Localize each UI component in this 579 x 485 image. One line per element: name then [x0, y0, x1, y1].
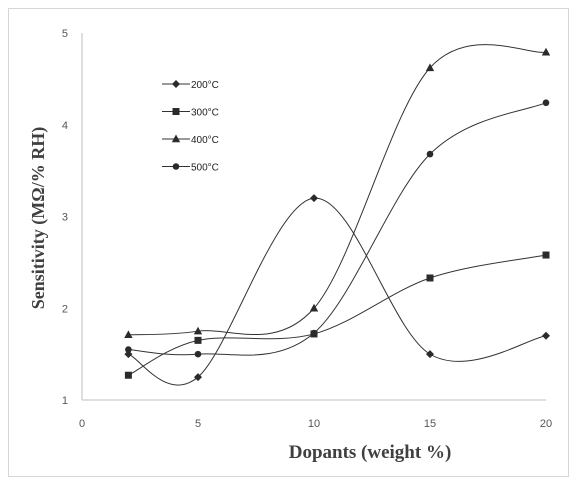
series-line [128, 44, 547, 336]
legend-entry: 400°C [162, 134, 219, 146]
data-point [541, 47, 551, 56]
series-2 [124, 44, 551, 339]
x-tick-labels: 0 5 10 15 20 [79, 418, 552, 430]
legend: 200°C 300°C 400°C 500°C [162, 80, 219, 174]
legend-marker [172, 80, 180, 88]
data-point [309, 303, 319, 312]
y-tick-labels: 1 2 3 4 5 [62, 28, 68, 407]
data-point [194, 350, 202, 358]
x-tick-label: 0 [79, 418, 85, 430]
legend-label: 500°C [191, 163, 219, 174]
y-axis-title: Sensitivity (MΩ/% RH) [28, 127, 49, 309]
data-point [125, 346, 132, 353]
data-point [194, 373, 202, 382]
series-line [128, 254, 547, 376]
x-tick-label: 15 [424, 418, 436, 430]
data-point [124, 330, 133, 339]
legend-label: 200°C [191, 80, 219, 91]
chart-frame [8, 8, 569, 477]
data-point [310, 329, 318, 337]
legend-entry: 200°C [162, 80, 219, 91]
x-tick-label: 10 [308, 418, 320, 430]
series-line [128, 197, 547, 386]
data-point [194, 336, 202, 344]
data-point [426, 274, 434, 282]
data-point [425, 63, 435, 72]
y-tick-label: 5 [62, 28, 68, 40]
data-point [542, 251, 550, 259]
y-tick-label: 2 [62, 303, 68, 315]
legend-entry: 300°C [162, 108, 219, 119]
y-tick-label: 3 [62, 212, 68, 224]
series-layer [124, 44, 551, 386]
data-point [426, 150, 434, 158]
series-3 [125, 99, 550, 358]
y-tick-label: 1 [62, 395, 68, 407]
legend-marker [172, 108, 180, 115]
y-tick-label: 4 [62, 120, 68, 132]
x-tick-label: 20 [540, 418, 552, 430]
data-point [426, 350, 434, 359]
series-0 [124, 194, 550, 386]
legend-label: 400°C [191, 135, 219, 146]
x-tick-label: 5 [195, 418, 201, 430]
data-point [542, 99, 550, 107]
data-point [124, 371, 132, 379]
x-axis-title: Dopants (weight %) [289, 442, 452, 463]
data-point [542, 331, 550, 340]
data-point [193, 326, 203, 335]
legend-label: 300°C [191, 108, 219, 119]
legend-entry: 500°C [162, 163, 219, 174]
legend-marker [172, 163, 180, 170]
legend-marker [171, 134, 181, 143]
series-line [128, 102, 547, 356]
data-point [310, 194, 318, 203]
